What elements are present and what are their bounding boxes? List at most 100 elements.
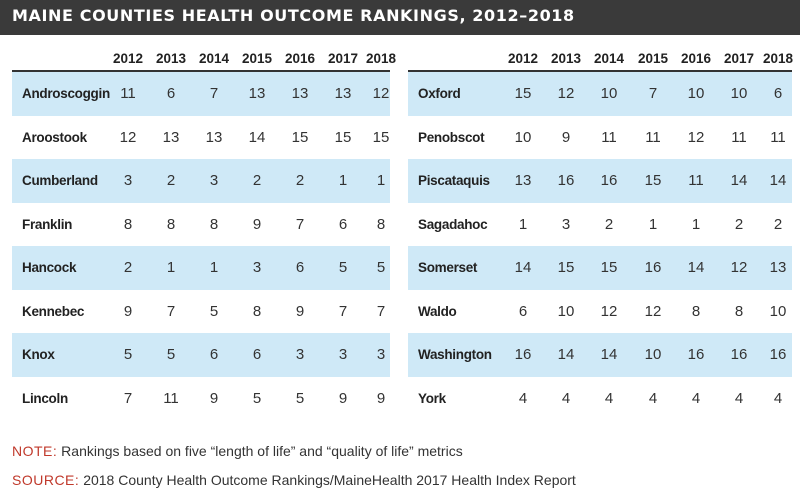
- rank-value: 16: [557, 172, 575, 189]
- rank-value: 11: [770, 128, 786, 146]
- rank-value: 9: [123, 302, 133, 320]
- table-row: Somerset 14 15 15 16 14 12 13: [408, 246, 792, 290]
- rank-value: 16: [644, 259, 662, 276]
- table-row: Kennebec 9 7 5 8 9 7 7: [12, 290, 390, 334]
- rank-value: 10: [600, 85, 618, 102]
- rank-value: 2: [295, 172, 305, 189]
- rank-value: 9: [295, 302, 305, 320]
- rank-value: 8: [376, 215, 386, 233]
- rank-value: 4: [561, 389, 571, 407]
- rank-value: 8: [691, 302, 701, 320]
- rank-value: 15: [644, 172, 662, 189]
- rank-value: 5: [123, 346, 133, 363]
- rank-value: 15: [291, 128, 309, 146]
- county-name: Penobscot: [418, 129, 485, 145]
- rank-value: 1: [209, 259, 219, 276]
- rank-value: 13: [291, 85, 309, 102]
- rank-value: 8: [252, 302, 262, 320]
- county-name: Cumberland: [22, 173, 98, 188]
- rank-value: 8: [209, 215, 219, 233]
- table-row: Waldo 6 10 12 12 8 8 10: [408, 290, 792, 334]
- rank-value: 14: [557, 346, 575, 363]
- table-row: Oxford 15 12 10 7 10 10 6: [408, 72, 792, 116]
- rank-value: 2: [604, 215, 614, 233]
- rank-value: 12: [600, 302, 618, 320]
- rank-value: 2: [166, 172, 176, 189]
- rank-value: 10: [514, 128, 532, 146]
- year-header: 2014: [593, 51, 625, 66]
- rank-value: 12: [119, 128, 137, 146]
- rank-value: 7: [166, 302, 176, 320]
- source-label: SOURCE:: [12, 472, 80, 488]
- rank-value: 5: [252, 389, 262, 407]
- rank-value: 5: [338, 259, 348, 276]
- rank-value: 10: [687, 85, 705, 102]
- rank-value: 6: [338, 215, 348, 233]
- rank-value: 6: [295, 259, 305, 276]
- county-name: Hancock: [22, 260, 77, 275]
- rank-value: 11: [163, 389, 179, 407]
- rank-value: 6: [518, 302, 528, 320]
- rank-value: 6: [209, 346, 219, 363]
- table-row: Piscataquis 13 16 16 15 11 14 14: [408, 159, 792, 203]
- rank-value: 10: [769, 302, 787, 320]
- county-name: Oxford: [418, 86, 461, 101]
- table-row: Lincoln 7 11 9 5 5 9 9: [12, 377, 390, 421]
- rank-value: 11: [688, 172, 704, 189]
- table-row: Cumberland 3 2 3 2 2 1 1: [12, 159, 390, 203]
- rank-value: 2: [252, 172, 262, 189]
- table-row: Washington 16 14 14 10 16 16 16: [408, 333, 792, 377]
- rank-value: 12: [730, 259, 748, 276]
- county-name: York: [418, 390, 446, 406]
- rank-value: 6: [773, 85, 783, 102]
- county-name: Knox: [22, 347, 55, 362]
- rank-value: 3: [376, 346, 386, 363]
- rank-value: 14: [248, 128, 266, 146]
- rank-value: 3: [561, 215, 571, 233]
- rankings-table-left: 2012 2013 2014 2015 2016 2017 2018 Androscoggin…: [12, 48, 396, 421]
- county-name: Aroostook: [22, 129, 87, 145]
- year-header: 2013: [550, 51, 582, 66]
- rank-value: 14: [687, 259, 705, 276]
- rank-value: 3: [123, 172, 133, 189]
- rank-value: 11: [645, 128, 661, 146]
- rank-value: 13: [162, 128, 180, 146]
- rank-value: 12: [372, 85, 390, 102]
- rank-value: 4: [691, 389, 701, 407]
- county-name: Androscoggin: [22, 86, 110, 101]
- table-row: Sagadahoc 1 3 2 1 1 2 2: [408, 203, 792, 247]
- header-row: 2012 2013 2014 2015 2016 2017 2018: [12, 48, 396, 72]
- county-name: Somerset: [418, 260, 478, 275]
- rank-value: 15: [600, 259, 618, 276]
- rank-value: 14: [769, 172, 787, 189]
- rank-value: 5: [166, 346, 176, 363]
- rank-value: 15: [372, 128, 390, 146]
- county-name: Kennebec: [22, 303, 85, 319]
- source: SOURCE: 2018 County Health Outcome Ranki…: [12, 472, 576, 488]
- rank-value: 1: [648, 215, 658, 233]
- rank-value: 6: [252, 346, 262, 363]
- rank-value: 7: [338, 302, 348, 320]
- rank-value: 16: [600, 172, 618, 189]
- year-header: 2012: [112, 51, 144, 66]
- rank-value: 2: [773, 215, 783, 233]
- rank-value: 11: [120, 85, 136, 102]
- rank-value: 16: [687, 346, 705, 363]
- chart-title: MAINE COUNTIES HEALTH OUTCOME RANKINGS, …: [12, 6, 575, 25]
- rank-value: 16: [730, 346, 748, 363]
- rank-value: 9: [338, 389, 348, 407]
- rank-value: 16: [514, 346, 532, 363]
- county-name: Franklin: [22, 216, 73, 232]
- rank-value: 8: [734, 302, 744, 320]
- rank-value: 9: [252, 215, 262, 233]
- year-header: 2012: [507, 51, 539, 66]
- table-row: Aroostook 12 13 13 14 15 15 15: [12, 116, 390, 160]
- rank-value: 4: [773, 389, 783, 407]
- rank-value: 9: [561, 128, 571, 146]
- rank-value: 1: [338, 172, 348, 189]
- year-header: 2015: [241, 51, 273, 66]
- year-header: 2016: [680, 51, 712, 66]
- rankings-table-right: 2012 2013 2014 2015 2016 2017 2018 Oxford 15 12 10…: [408, 48, 793, 420]
- rank-value: 13: [514, 172, 532, 189]
- table-row: Androscoggin 11 6 7 13 13 13 12: [12, 72, 390, 116]
